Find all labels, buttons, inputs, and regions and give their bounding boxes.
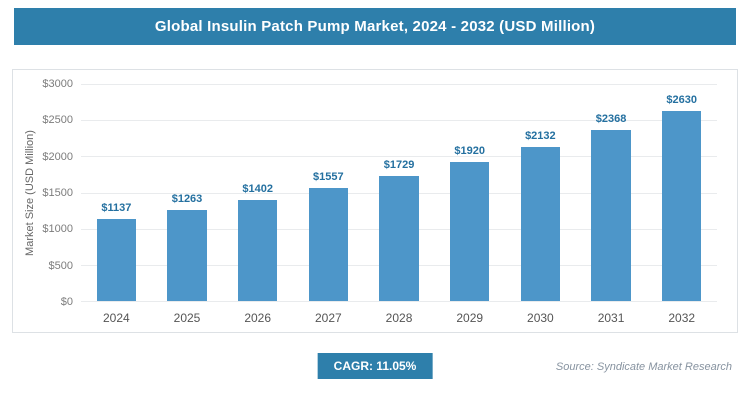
x-axis-label: 2031 — [597, 311, 625, 325]
y-axis-title-text: Market Size (USD Million) — [24, 130, 36, 256]
y-tick-label: $2500 — [42, 114, 73, 127]
x-axis-label: 2029 — [456, 311, 484, 325]
x-axis: 2024 2025 2026 2027 2028 2029 2030 2031 2032 — [81, 302, 717, 328]
chart-container: Market Size (USD Million) $0 $500 $1000 $15… — [12, 69, 738, 333]
x-axis-label: 2030 — [527, 311, 554, 325]
bar-2032 — [661, 110, 702, 301]
x-axis-label: 2032 — [668, 311, 696, 325]
bar-2024 — [96, 218, 137, 301]
bar-value-label: $2132 — [525, 129, 556, 142]
x-axis-label: 2026 — [244, 311, 272, 325]
bar-group-2030: $2132 — [505, 84, 576, 301]
bar-group-2025: $1263 — [152, 84, 223, 301]
bar-value-label: $1263 — [171, 192, 203, 205]
y-tick-label: $1000 — [42, 223, 73, 236]
bar-2031 — [591, 129, 631, 301]
bar-group-2028: $1729 — [364, 84, 435, 301]
bar-2025 — [167, 209, 207, 301]
bar-group-2031: $2368 — [576, 84, 647, 301]
bar-value-label: $1137 — [101, 201, 132, 214]
bar-value-label: $1729 — [383, 158, 415, 171]
bar-group-2032: $2630 — [646, 84, 717, 301]
gridline — [81, 84, 717, 85]
x-axis-label: 2028 — [385, 311, 413, 325]
bar-value-label: $2630 — [666, 93, 697, 106]
bar-2030 — [520, 146, 561, 301]
x-axis-label: 2025 — [173, 311, 201, 325]
gridline — [81, 156, 717, 158]
page-title: Global Insulin Patch Pump Market, 2024 -… — [154, 18, 596, 35]
bar-value-label: $1557 — [313, 171, 344, 184]
x-axis-label: 2027 — [315, 311, 342, 325]
bar-series: $1137 $1263 $1402 $1557 $1729 $1920 $2132 $2368… — [81, 84, 717, 301]
bar-2026 — [237, 199, 278, 301]
y-axis: $0 $500 $1000 $1500 $2000 $2500 $3000 — [39, 78, 81, 308]
cagr-badge: CAGR: 11.05% — [317, 353, 433, 379]
plot-area: $1137 $1263 $1402 $1557 $1729 $1920 $2132 $2368… — [81, 84, 717, 302]
bar-group-2029: $1920 — [434, 84, 505, 301]
bar-group-2026: $1402 — [222, 84, 293, 301]
bar-value-label: $2368 — [595, 112, 627, 125]
chart-area: Market Size (USD Million) $0 $500 $1000 $15… — [21, 78, 717, 308]
bar-group-2024: $1137 — [81, 84, 152, 301]
y-tick-label: $1500 — [42, 187, 73, 199]
gridline — [81, 120, 717, 122]
y-axis-title: Market Size (USD Million) — [21, 84, 39, 302]
y-tick-label: $3000 — [42, 78, 73, 90]
y-tick-label: $500 — [48, 259, 73, 272]
x-axis-label: 2024 — [102, 311, 130, 325]
chart-footer: CAGR: 11.05% Source: Syndicate Market Re… — [12, 353, 738, 387]
chart-title-banner: Global Insulin Patch Pump Market, 2024 -… — [14, 8, 736, 45]
bar-value-label: $1402 — [242, 182, 273, 195]
source-text: Source: Syndicate Market Research — [555, 361, 732, 373]
bar-group-2027: $1557 — [293, 84, 364, 301]
bar-2027 — [308, 188, 349, 301]
bar-2029 — [449, 162, 490, 301]
y-tick-label: $2000 — [42, 150, 73, 163]
bar-value-label: $1920 — [454, 145, 485, 158]
gridline — [81, 301, 717, 302]
bar-2028 — [379, 175, 419, 301]
y-tick-label: $0 — [60, 296, 73, 308]
